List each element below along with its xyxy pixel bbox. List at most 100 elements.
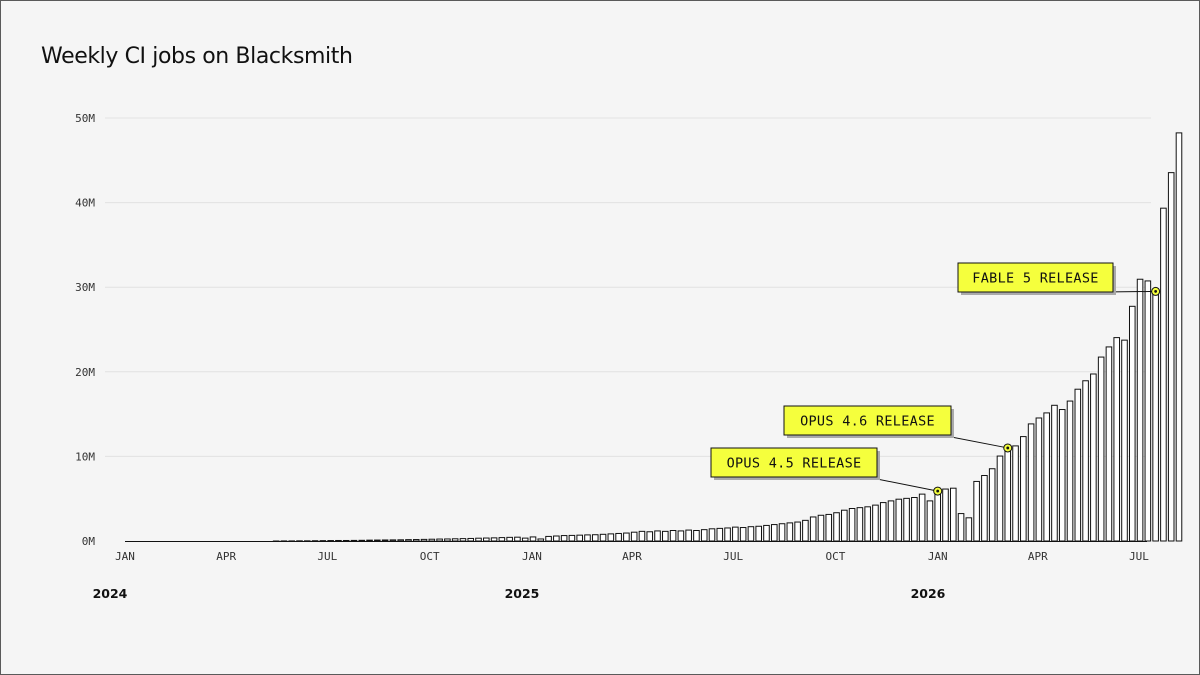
callout-label: FABLE 5 RELEASE	[972, 271, 1098, 287]
callout-box	[710, 447, 878, 478]
bar	[677, 530, 685, 542]
annotations: OPUS 4.5 RELEASE OPUS 4.6 RELEASE FABLE 5 …	[710, 262, 1161, 496]
bar	[848, 508, 856, 542]
bar	[716, 527, 724, 542]
bar	[1128, 305, 1136, 542]
x-tick-label: JAN	[115, 550, 135, 563]
bar	[794, 521, 801, 542]
grid-lines	[105, 117, 1151, 542]
bar	[553, 535, 560, 542]
bar	[778, 523, 786, 542]
bar	[607, 533, 615, 542]
year-label: 2024	[93, 586, 128, 601]
bar	[911, 497, 918, 542]
x-tick-label: APR	[622, 550, 642, 563]
bar	[988, 468, 996, 542]
year-label: 2025	[505, 586, 540, 601]
bar	[685, 529, 692, 542]
callout-marker-center	[1154, 290, 1158, 293]
bar	[475, 537, 482, 542]
bar	[856, 507, 864, 542]
bar	[833, 512, 840, 542]
callout-box	[957, 262, 1114, 293]
bar	[1074, 388, 1082, 542]
bar	[599, 533, 607, 542]
bar	[1035, 417, 1043, 542]
bar	[879, 502, 887, 542]
bar	[872, 504, 879, 542]
bar	[428, 538, 436, 542]
bar	[763, 524, 770, 542]
bar	[498, 537, 506, 542]
bar	[389, 539, 397, 542]
bar	[996, 455, 1004, 542]
bar	[957, 513, 965, 542]
bar	[1082, 380, 1089, 542]
callout-label: OPUS 4.6 RELEASE	[800, 414, 935, 430]
bar	[467, 537, 475, 542]
bar	[506, 536, 513, 542]
y-tick-label: 40M	[75, 197, 95, 210]
bar	[381, 539, 389, 542]
bars	[272, 132, 1183, 542]
x-tick-label: APR	[216, 550, 236, 563]
bar	[732, 526, 739, 542]
bar	[809, 516, 817, 542]
x-tick-label: JUL	[317, 550, 337, 563]
bar	[638, 530, 646, 542]
bar	[802, 519, 809, 542]
y-axis: 0M 10M 20M 30M 40M 50M	[75, 112, 95, 548]
bar	[981, 475, 988, 542]
bar	[591, 534, 599, 542]
bar	[444, 538, 451, 542]
bar	[739, 527, 747, 542]
bar	[770, 524, 778, 542]
callout-label: OPUS 4.5 RELEASE	[727, 456, 862, 472]
x-tick-label: JAN	[928, 550, 948, 563]
bar	[646, 531, 654, 542]
x-axis: JAN APR JUL OCT JAN APR JUL OCT JAN APR JUL	[115, 550, 1149, 563]
bar	[568, 534, 576, 542]
bar	[521, 537, 529, 542]
bar	[708, 528, 716, 542]
bar	[366, 539, 373, 542]
x-tick-label: JUL	[723, 550, 743, 563]
bar	[1066, 400, 1074, 542]
y-tick-label: 0M	[82, 535, 96, 548]
bar	[459, 538, 467, 542]
y-tick-label: 30M	[75, 281, 95, 294]
bar	[724, 527, 731, 542]
year-labels: 2024 2025 2026	[93, 586, 946, 601]
bar	[1090, 373, 1097, 542]
bar	[1175, 132, 1183, 542]
bar	[1152, 291, 1159, 542]
bar	[374, 539, 381, 542]
bar	[662, 530, 669, 542]
bar	[864, 506, 871, 542]
bar	[903, 497, 910, 542]
bar	[545, 535, 552, 542]
bar	[841, 509, 848, 542]
y-tick-label: 50M	[75, 112, 95, 125]
y-tick-label: 20M	[75, 366, 95, 379]
bar	[973, 480, 980, 542]
bar	[1051, 404, 1058, 542]
bar	[918, 493, 926, 542]
bar	[1167, 172, 1175, 542]
bar	[584, 534, 591, 542]
callout-marker-center	[936, 489, 940, 493]
bar	[895, 498, 903, 542]
x-tick-label: JAN	[522, 550, 542, 563]
bar	[887, 500, 895, 542]
bar	[405, 539, 412, 542]
bar	[1012, 445, 1019, 542]
x-tick-label: OCT	[420, 550, 440, 563]
bar	[693, 530, 700, 542]
bar	[529, 536, 537, 542]
bar	[615, 532, 622, 542]
bar	[576, 534, 583, 542]
bar	[335, 539, 342, 542]
bar	[1020, 436, 1027, 542]
bar	[1004, 447, 1012, 542]
